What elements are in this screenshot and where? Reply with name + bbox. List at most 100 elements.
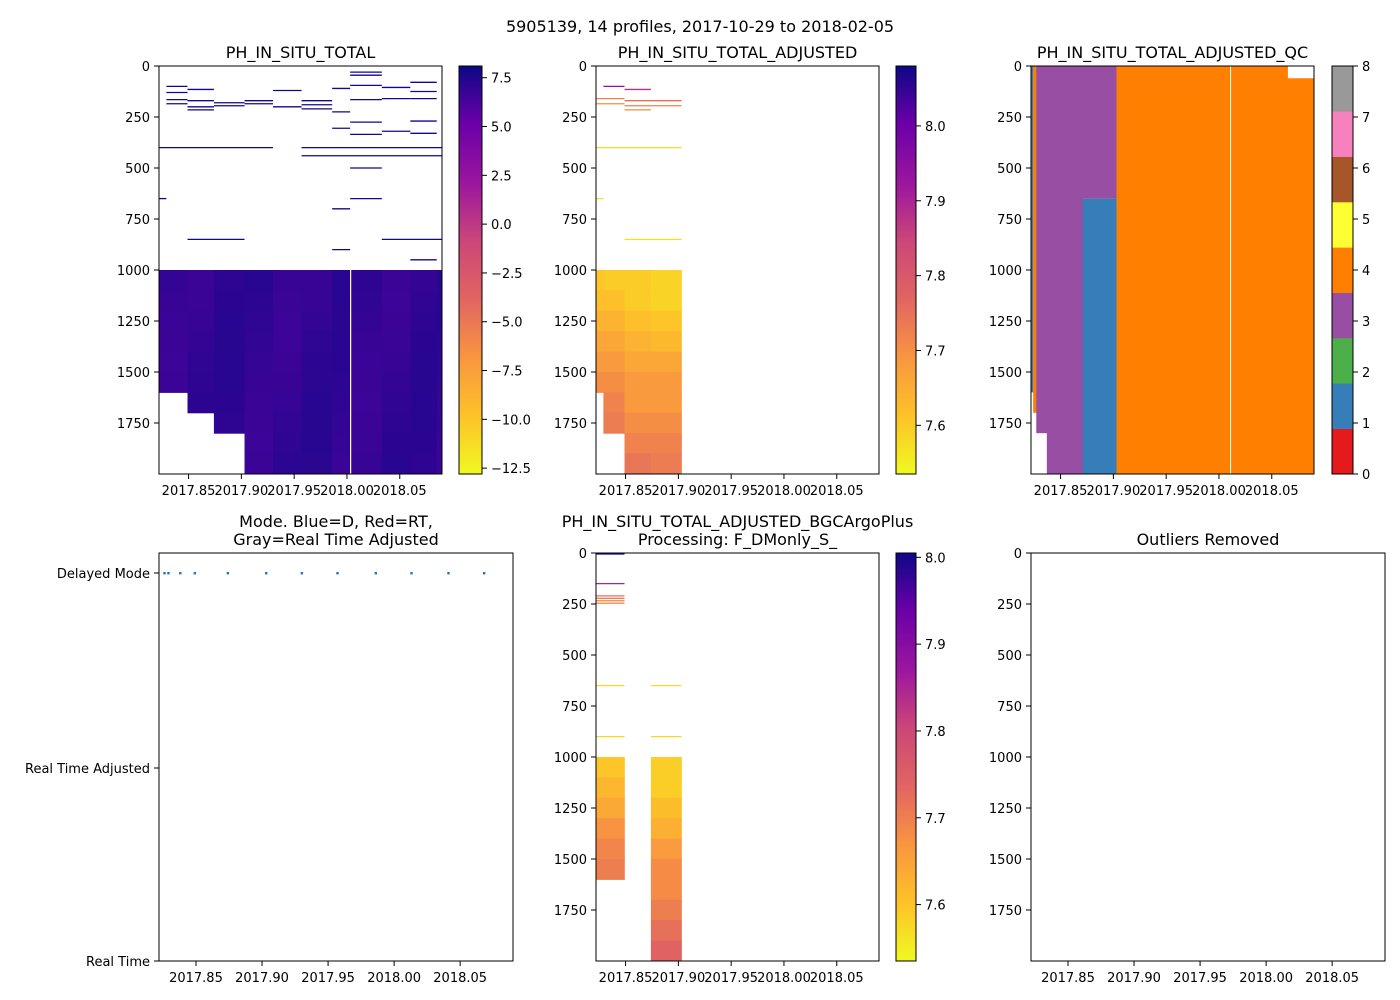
ph-deep-cell — [381, 372, 411, 393]
p5-y-tick-label: 1250 — [554, 802, 587, 817]
p6-y-tick-label: 0 — [1014, 547, 1022, 562]
p3-y-tick-label: 1750 — [989, 417, 1022, 432]
ph-deep-cell — [410, 372, 438, 393]
ph-deep-cell — [436, 270, 443, 291]
ph-deep-cell — [410, 331, 438, 353]
qc-block — [1082, 66, 1117, 199]
ph-deep-cell — [301, 392, 333, 414]
p5-axes-frame — [595, 552, 880, 962]
ph-adjusted-cell — [624, 310, 652, 332]
p2-y-tick-label: 1500 — [554, 366, 587, 381]
ph-adjusted-cell — [624, 433, 652, 455]
p6-y-tick-label: 500 — [997, 649, 1022, 664]
p2-colorbar — [895, 65, 917, 475]
ph-deep-cell — [410, 351, 438, 373]
p2-colorbar-tick-label: 7.9 — [925, 195, 946, 210]
p5-x-tick-label: 2018.05 — [810, 971, 864, 986]
qc-block — [1031, 66, 1034, 393]
ph-adjusted-cell — [624, 453, 652, 475]
ph-adjusted-cell — [596, 757, 625, 778]
p1-y-tick-label: 1750 — [117, 417, 150, 432]
ph-deep-cell — [350, 412, 383, 434]
qc-colorbar-segment — [1332, 111, 1353, 157]
ph-adjusted-cell — [650, 412, 682, 434]
p1-colorbar-tick-label: 2.5 — [491, 169, 512, 184]
p4-title: Mode. Blue=D, Red=RT, — [239, 512, 433, 531]
ph-deep-cell — [436, 290, 443, 312]
ph-deep-cell — [332, 351, 351, 373]
p1-title: PH_IN_SITU_TOTAL — [226, 43, 376, 63]
ph-deep-cell — [187, 290, 215, 312]
ph-adjusted-cell — [650, 838, 682, 860]
ph-adjusted-cell — [650, 777, 682, 799]
ph-deep-cell — [187, 351, 215, 373]
ph-deep-cell — [410, 412, 438, 434]
qc-colorbar-segment — [1332, 428, 1353, 475]
ph-deep-cell — [273, 310, 303, 332]
p5-colorbar-tick-label: 7.6 — [925, 899, 946, 914]
p2-colorbar-tick-label: 8.0 — [925, 120, 946, 135]
ph-deep-cell — [436, 453, 443, 475]
ph-adjusted-cell — [650, 270, 682, 291]
p1-colorbar-tick-label: 7.5 — [491, 72, 512, 87]
p5-x-tick-label: 2017.90 — [651, 971, 705, 986]
ph-adjusted-cell — [603, 331, 625, 353]
ph-adjusted-cell — [650, 433, 682, 455]
ph-deep-cell — [332, 453, 351, 475]
ph-adjusted-cell — [596, 797, 625, 819]
ph-deep-cell — [213, 331, 246, 353]
qc-block — [1230, 66, 1288, 474]
p1-y-tick-label: 1000 — [117, 264, 150, 279]
p5-colorbar-tick-label: 7.8 — [925, 725, 946, 740]
p5-y-tick-label: 250 — [562, 598, 587, 613]
ph-deep-cell — [350, 290, 383, 312]
mode-point — [179, 572, 182, 575]
ph-adjusted-cell — [596, 777, 625, 799]
ph-deep-cell — [410, 310, 438, 332]
p6-axes-frame — [1030, 552, 1386, 962]
p4-y-tick-label: Real Time Adjusted — [25, 762, 150, 777]
p5-colorbar-tick-label: 7.7 — [925, 812, 946, 827]
ph-deep-cell — [410, 290, 438, 312]
ph-deep-cell — [213, 290, 246, 312]
ph-adjusted-cell — [650, 310, 682, 332]
ph-deep-cell — [381, 453, 411, 475]
ph-adjusted-cell — [650, 331, 682, 353]
p3-colorbar-tick-label: 5 — [1362, 213, 1370, 228]
ph-deep-cell — [301, 331, 333, 353]
p2-y-tick-label: 1000 — [554, 264, 587, 279]
p2-y-tick-label: 0 — [579, 60, 587, 75]
p3-y-tick-label: 1250 — [989, 315, 1022, 330]
p2-y-tick-label: 1750 — [554, 417, 587, 432]
mode-point — [336, 572, 339, 575]
ph-deep-cell — [159, 372, 189, 393]
p2-colorbar-tick-label: 7.7 — [925, 344, 946, 359]
mode-point — [226, 572, 230, 575]
ph-deep-cell — [159, 331, 189, 353]
p5-title: Processing: F_DMonly_S_ — [638, 530, 838, 550]
ph-deep-cell — [332, 310, 351, 332]
ph-deep-cell — [301, 433, 333, 455]
panel-bgcargoplus: PH_IN_SITU_TOTAL_ADJUSTED_BGCArgoPlusPro… — [554, 512, 946, 986]
p2-colorbar-tick-label: 7.6 — [925, 419, 946, 434]
ph-deep-cell — [381, 392, 411, 414]
ph-deep-cell — [350, 433, 383, 455]
ph-deep-cell — [350, 331, 383, 353]
ph-deep-cell — [381, 270, 411, 291]
ph-deep-cell — [381, 351, 411, 373]
p1-y-tick-label: 1250 — [117, 315, 150, 330]
ph-deep-cell — [244, 290, 274, 312]
ph-deep-cell — [332, 372, 351, 393]
p1-y-tick-label: 1500 — [117, 366, 150, 381]
ph-adjusted-cell — [596, 372, 604, 393]
p1-colorbar-tick-label: −10.0 — [491, 413, 531, 428]
ph-deep-cell — [273, 351, 303, 373]
ph-deep-cell — [381, 412, 411, 434]
ph-deep-cell — [381, 290, 411, 312]
ph-deep-cell — [436, 310, 443, 332]
p6-y-tick-label: 1250 — [989, 802, 1022, 817]
ph-adjusted-cell — [596, 270, 604, 291]
p4-x-tick-label: 2017.85 — [169, 971, 223, 986]
ph-deep-cell — [332, 331, 351, 353]
ph-deep-cell — [350, 372, 383, 393]
